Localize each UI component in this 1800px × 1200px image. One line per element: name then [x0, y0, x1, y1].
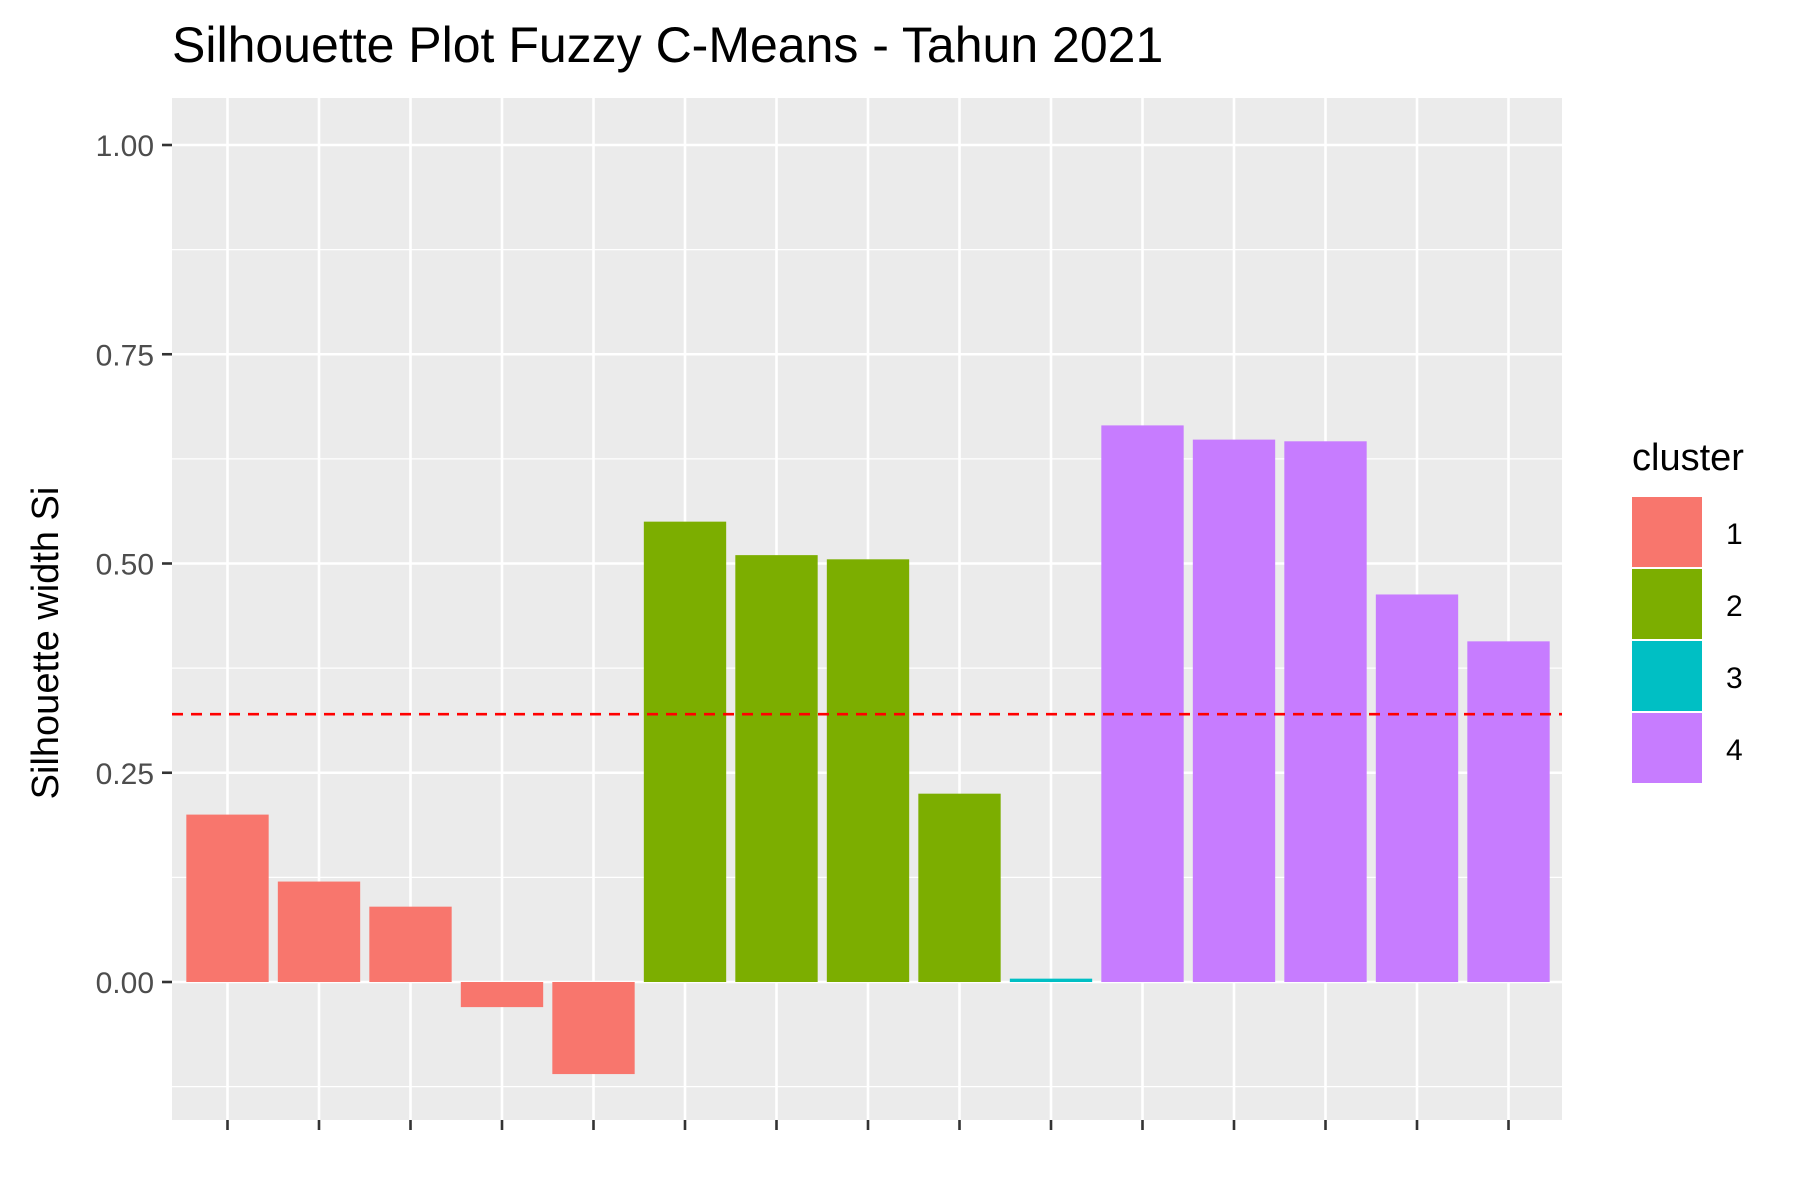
bar-cluster-1 — [460, 982, 544, 1008]
bar-cluster-1 — [277, 881, 361, 982]
y-axis-label: Silhouette width Si — [25, 487, 67, 800]
legend-key-cluster-3 — [1632, 641, 1702, 711]
chart-title: Silhouette Plot Fuzzy C-Means - Tahun 20… — [172, 17, 1163, 73]
legend: cluster 1 2 3 4 — [1632, 437, 1744, 783]
bar-cluster-4 — [1284, 441, 1367, 983]
legend-label: 3 — [1726, 662, 1743, 695]
legend-key-cluster-1 — [1632, 497, 1702, 567]
legend-label: 4 — [1726, 734, 1743, 767]
bar-cluster-2 — [826, 559, 910, 982]
bar-cluster-2 — [735, 555, 818, 982]
legend-key-cluster-2 — [1632, 569, 1702, 639]
bar-cluster-1 — [552, 982, 635, 1075]
bar-cluster-4 — [1375, 594, 1459, 982]
legend-label: 1 — [1726, 518, 1743, 551]
y-tick-label: 0.75 — [96, 339, 154, 372]
y-tick-label: 0.25 — [96, 758, 154, 791]
y-axis: 0.00 0.25 0.50 0.75 1.00 — [96, 130, 172, 1000]
y-tick-label: 0.00 — [96, 967, 154, 1000]
legend-key-cluster-4 — [1632, 713, 1702, 783]
bar-cluster-2 — [643, 521, 727, 982]
bar-cluster-3 — [1009, 978, 1093, 982]
y-tick-label: 1.00 — [96, 130, 154, 163]
legend-label: 2 — [1726, 590, 1743, 623]
y-tick-label: 0.50 — [96, 549, 154, 582]
bar-cluster-1 — [186, 814, 269, 982]
bar-cluster-4 — [1101, 425, 1184, 982]
legend-title: cluster — [1632, 437, 1744, 479]
legend-items: 1 2 3 4 — [1632, 497, 1743, 783]
bar-cluster-2 — [918, 793, 1001, 982]
bars — [186, 425, 1550, 1075]
bar-cluster-4 — [1192, 439, 1276, 982]
bar-cluster-4 — [1467, 641, 1550, 982]
bar-cluster-1 — [369, 906, 452, 982]
x-axis — [226, 1120, 1510, 1130]
